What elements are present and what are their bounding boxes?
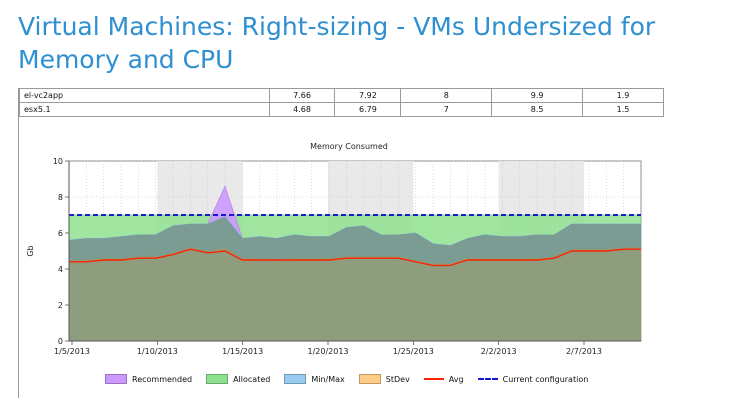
legend-item-allocated: Allocated bbox=[206, 374, 270, 384]
report-panel: el-vc2app 7.66 7.92 8 9.9 1.9 esx5.1 4.6… bbox=[18, 88, 740, 398]
legend-item-current-configuration: Current configuration bbox=[477, 374, 589, 384]
x-tick-label: 2/7/2013 bbox=[566, 347, 602, 356]
value-cell: 1.9 bbox=[582, 88, 664, 103]
series-lines bbox=[69, 214, 641, 267]
value-cell: 7 bbox=[400, 102, 493, 117]
value-cell: 8 bbox=[400, 88, 493, 103]
legend-label: Current configuration bbox=[502, 374, 589, 384]
x-tick-label: 1/15/2013 bbox=[222, 347, 263, 356]
y-tick-label: 2 bbox=[58, 301, 63, 310]
vm-name-cell: esx5.1 bbox=[19, 102, 270, 117]
legend-item-recommended: Recommended bbox=[105, 374, 192, 384]
legend-item-avg: Avg bbox=[423, 374, 464, 384]
x-tick-label: 2/2/2013 bbox=[481, 347, 517, 356]
legend-label: Allocated bbox=[233, 374, 271, 384]
series-areas bbox=[68, 185, 642, 342]
x-tick-label: 1/25/2013 bbox=[393, 347, 434, 356]
legend-label: StDev bbox=[385, 374, 410, 384]
area-consumed-body bbox=[69, 216, 641, 341]
legend-label: Avg bbox=[448, 374, 464, 384]
value-cell: 7.92 bbox=[334, 88, 402, 103]
legend-label: Recommended bbox=[132, 374, 193, 384]
table-row: el-vc2app 7.66 7.92 8 9.9 1.9 bbox=[19, 88, 664, 103]
chart-legend: Recommended Allocated Min/Max StDev Avg … bbox=[105, 373, 602, 385]
y-axis-label: Gb bbox=[26, 245, 35, 256]
vm-name-cell: el-vc2app bbox=[19, 88, 270, 103]
y-tick-label: 10 bbox=[53, 157, 63, 166]
value-cell: 1.5 bbox=[582, 102, 664, 117]
y-tick-label: 6 bbox=[58, 229, 63, 238]
vm-table: el-vc2app 7.66 7.92 8 9.9 1.9 esx5.1 4.6… bbox=[19, 88, 664, 117]
x-tick-label: 1/20/2013 bbox=[307, 347, 348, 356]
x-tick-label: 1/5/2013 bbox=[54, 347, 90, 356]
axes: 0 2 4 6 8 10 1/5/2013 1/10/2013 1/15/2013 1/20/20… bbox=[53, 157, 641, 356]
value-cell: 4.68 bbox=[268, 102, 336, 117]
value-cell: 8.5 bbox=[491, 102, 584, 117]
value-cell: 7.66 bbox=[268, 88, 336, 103]
y-tick-label: 8 bbox=[58, 193, 63, 202]
value-cell: 9.9 bbox=[491, 88, 584, 103]
y-tick-label: 0 bbox=[58, 337, 63, 346]
page-heading: Virtual Machines: Right-sizing - VMs Und… bbox=[18, 12, 656, 74]
legend-label: Min/Max bbox=[311, 374, 345, 384]
y-tick-label: 4 bbox=[58, 265, 63, 274]
line-avg bbox=[69, 248, 641, 267]
table-row: esx5.1 4.68 6.79 7 8.5 1.5 bbox=[19, 102, 664, 117]
legend-item-minmax: Min/Max bbox=[284, 374, 345, 384]
value-cell: 6.79 bbox=[334, 102, 402, 117]
chart-title: Memory Consumed bbox=[310, 142, 388, 151]
legend-item-stdev: StDev bbox=[358, 374, 410, 384]
x-tick-label: 1/10/2013 bbox=[137, 347, 178, 356]
memory-chart: 0 2 4 6 8 10 1/5/2013 1/10/2013 1/15/2013 1/20/20… bbox=[26, 157, 642, 356]
